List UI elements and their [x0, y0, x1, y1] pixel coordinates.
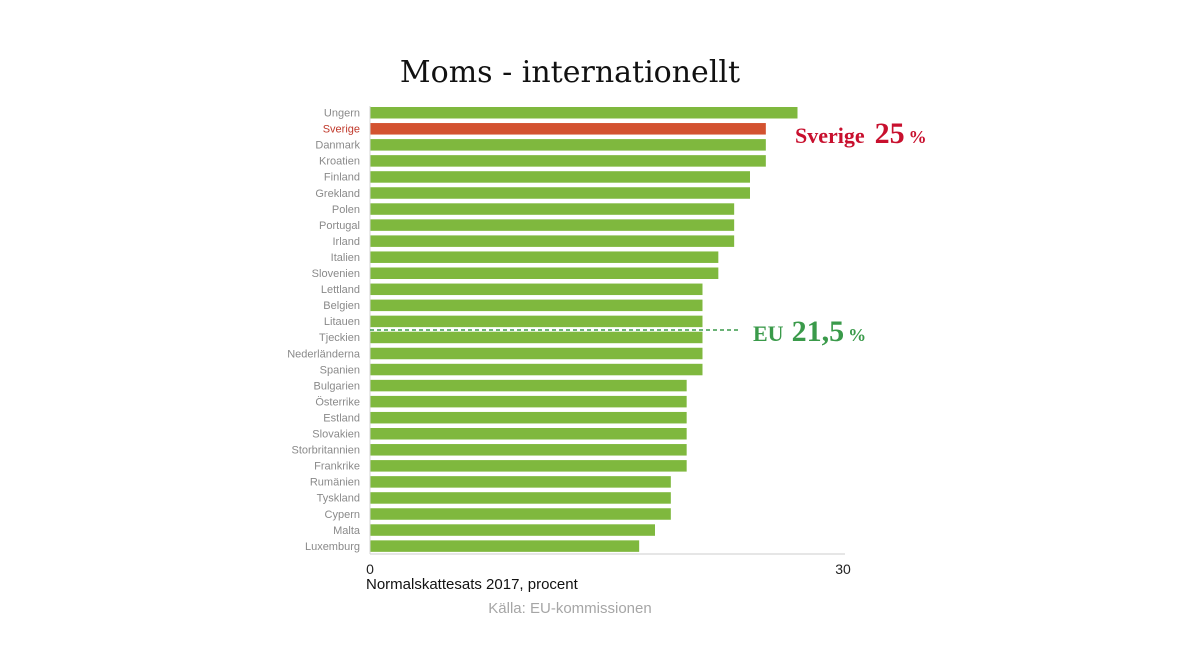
- category-label-polen: Polen: [332, 204, 360, 216]
- category-label-rum-nien: Rumänien: [310, 477, 360, 489]
- category-label-tjeckien: Tjeckien: [319, 332, 360, 344]
- bar-cypern: [370, 508, 671, 520]
- bar-estland: [370, 411, 687, 424]
- bar-spanien: [370, 363, 703, 376]
- category-label-frankrike: Frankrike: [314, 461, 360, 473]
- category-label-storbritannien: Storbritannien: [292, 445, 361, 457]
- bar-finland: [370, 171, 750, 183]
- sverige-annotation-value: 25: [875, 117, 905, 150]
- bar-tyskland: [370, 492, 671, 504]
- bar-litauen: [370, 315, 703, 328]
- category-label-luxemburg: Luxemburg: [305, 541, 360, 553]
- category-label-malta: Malta: [333, 525, 361, 537]
- bar-storbritannien: [370, 444, 687, 456]
- bar-grekland: [370, 187, 750, 199]
- category-label-cypern: Cypern: [325, 509, 360, 521]
- category-label-belgien: Belgien: [323, 300, 360, 312]
- category-label-lettland: Lettland: [321, 284, 360, 296]
- sverige-annotation-unit: %: [909, 127, 927, 147]
- sverige-annotation-label: Sverige: [795, 123, 865, 148]
- x-axis-label: Normalskattesats 2017, procent: [366, 576, 579, 593]
- bar-portugal: [370, 219, 735, 231]
- bar-danmark: [370, 139, 766, 151]
- category-label-danmark: Danmark: [315, 140, 360, 152]
- bar-frankrike: [370, 460, 687, 472]
- category-label-grekland: Grekland: [315, 188, 360, 200]
- bar-slovenien: [370, 267, 719, 279]
- bar-nederl-nderna: [370, 347, 703, 360]
- category-label--sterrike: Österrike: [315, 396, 360, 408]
- bar-rum-nien: [370, 476, 671, 488]
- bar--sterrike: [370, 395, 687, 408]
- eu-annotation-unit: %: [848, 325, 866, 345]
- category-label-slovakien: Slovakien: [312, 429, 360, 441]
- category-label-estland: Estland: [323, 412, 360, 424]
- bar-bulgarien: [370, 379, 687, 392]
- eu-annotation-value: 21,5: [792, 315, 845, 348]
- category-label-slovenien: Slovenien: [312, 268, 360, 280]
- category-label-litauen: Litauen: [324, 316, 360, 328]
- bar-italien: [370, 251, 719, 263]
- bar-ungern: [370, 107, 798, 119]
- category-label-spanien: Spanien: [320, 364, 360, 376]
- category-label-nederl-nderna: Nederländerna: [287, 348, 361, 360]
- category-label-finland: Finland: [324, 172, 360, 184]
- eu-annotation-label: EU: [753, 321, 784, 346]
- sverige-annotation: Sverige 25 %: [795, 117, 927, 150]
- bar-polen: [370, 203, 735, 215]
- category-label-portugal: Portugal: [319, 220, 360, 232]
- category-label-kroatien: Kroatien: [319, 156, 360, 168]
- category-label-irland: Irland: [332, 236, 360, 248]
- bar-lettland: [370, 283, 703, 296]
- bar-slovakien: [370, 428, 687, 440]
- eu-annotation: EU 21,5 %: [753, 315, 866, 348]
- bar-sverige: [370, 123, 766, 135]
- bars-group: [370, 107, 798, 552]
- bar-belgien: [370, 299, 703, 312]
- x-tick-30: 30: [835, 561, 851, 577]
- category-label-sverige: Sverige: [323, 124, 360, 136]
- bar-luxemburg: [370, 540, 640, 552]
- category-label-tyskland: Tyskland: [317, 493, 360, 505]
- bar-malta: [370, 524, 655, 536]
- bar-irland: [370, 235, 735, 247]
- chart-title: Moms - internationellt: [400, 55, 740, 90]
- x-tick-0: 0: [366, 561, 374, 577]
- category-label-bulgarien: Bulgarien: [314, 380, 360, 392]
- category-label-ungern: Ungern: [324, 108, 360, 120]
- category-labels-group: Ungern Sverige Danmark Kroatien Finland Grekl…: [287, 108, 361, 553]
- bar-kroatien: [370, 155, 766, 167]
- source-note: Källa: EU-kommissionen: [488, 600, 651, 617]
- bar-tjeckien: [370, 331, 703, 344]
- category-label-italien: Italien: [331, 252, 360, 264]
